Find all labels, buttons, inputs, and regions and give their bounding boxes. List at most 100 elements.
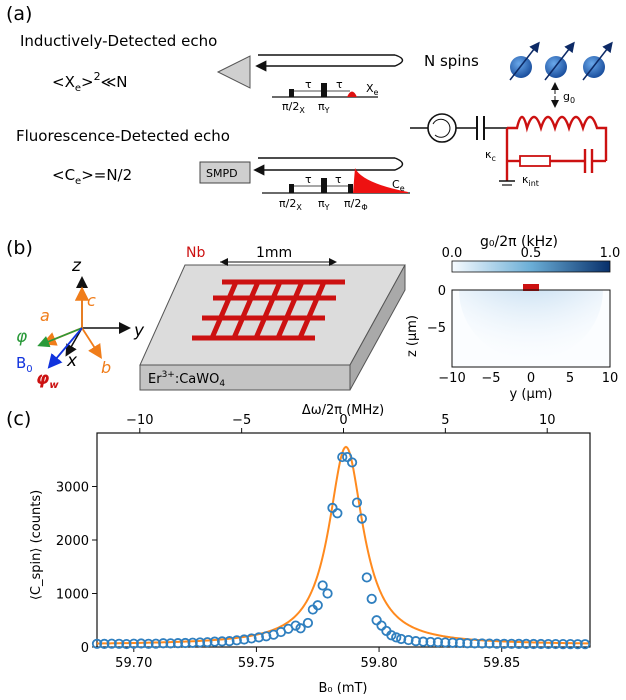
map-ytick-1: −5 [427, 321, 446, 336]
field-distribution [459, 290, 603, 360]
data-point [565, 639, 576, 650]
top-x-tick-label: 10 [539, 413, 556, 428]
data-point [317, 580, 328, 591]
echo-ce-label: Ce [392, 178, 405, 193]
data-point [513, 638, 524, 649]
top-x-tick-label: −10 [126, 413, 153, 428]
coordinate-axes: z y x c a b φ B0 φw [16, 256, 145, 391]
data-point [172, 638, 184, 649]
data-point [356, 513, 367, 524]
data-point [246, 633, 257, 644]
data-point [418, 636, 429, 647]
data-point [312, 600, 323, 611]
inductive-formula: <Xe>2≪N [52, 70, 128, 94]
y-tick-label: 3000 [56, 481, 89, 496]
pulse-pi2x-2 [289, 184, 294, 193]
data-point [158, 638, 169, 649]
pulse-pi2x-1 [289, 89, 294, 97]
data-point [332, 508, 343, 519]
smpd-label: SMPD [206, 167, 238, 180]
tau-label-1b: τ [336, 78, 343, 91]
tau-label-2b: τ [335, 173, 342, 186]
data-point [484, 638, 495, 649]
map-xtick-2: 0 [527, 371, 535, 386]
kappa-int-label: κint [522, 173, 539, 188]
photon-return-arrow [253, 157, 404, 176]
data-point [491, 638, 502, 649]
pulse-piy-1 [321, 83, 327, 97]
data-point [253, 632, 264, 643]
signal-return-arrow [255, 54, 404, 72]
data-point [371, 615, 382, 626]
spin-ensemble [509, 41, 613, 81]
echo-xe-shape [347, 91, 357, 97]
data-point [202, 637, 213, 648]
map-ytick-0: 0 [438, 284, 446, 299]
colorbar-tick-1: 0.5 [521, 246, 542, 261]
b0-label: B0 [16, 354, 33, 375]
tau-label-1a: τ [305, 78, 312, 91]
map-xtick-1: −5 [481, 371, 500, 386]
g0-label: g0 [563, 90, 575, 105]
data-point [165, 638, 176, 649]
data-point [447, 637, 458, 648]
data-point [346, 457, 358, 468]
data-point [535, 638, 547, 650]
b-axis-arrow [81, 327, 102, 360]
inductive-echo-title: Inductively-Detected echo [20, 32, 217, 50]
y-tick-label: 2000 [56, 534, 89, 549]
data-point [216, 636, 228, 647]
data-point [113, 638, 125, 649]
a-axis-label: a [40, 306, 50, 325]
top-x-tick-label: 0 [339, 413, 347, 428]
smpd-box [199, 161, 251, 184]
resonance-chart: Δω/2π (MHz) B₀ (mT) ⟨C_spin⟩ (counts) 59… [29, 403, 591, 696]
x-axis-label: x [66, 351, 78, 371]
data-point [499, 638, 510, 649]
x-tick-label: 59.80 [360, 656, 397, 671]
chart-frame [96, 432, 591, 648]
spin-arrow-3-icon [582, 41, 613, 81]
data-point [150, 638, 161, 649]
data-point [425, 636, 436, 648]
resonator-circuit: κc κint [410, 113, 608, 188]
data-point [143, 638, 154, 649]
nb-label: Nb [186, 245, 205, 261]
data-point [295, 623, 306, 634]
b0-arrow [47, 327, 83, 369]
data-point [91, 638, 103, 649]
inductor-coil-icon [507, 115, 608, 161]
data-point [476, 638, 488, 649]
chart-ylabel: ⟨C_spin⟩ (counts) [29, 490, 44, 600]
colorbar-tick-0: 0.0 [442, 246, 463, 261]
data-point [432, 637, 444, 648]
data-point [391, 632, 402, 643]
pulse-label-piy-2: πY [318, 197, 330, 212]
data-point [403, 634, 414, 646]
pulse-label-piy-1: πY [318, 100, 330, 115]
circulator-icon [427, 113, 457, 143]
chart-top-xlabel: Δω/2π (MHz) [302, 403, 384, 418]
data-point [180, 637, 191, 649]
scale-label: 1mm [256, 245, 292, 261]
panel-label-b: (b) [6, 237, 33, 259]
map-xlabel: y (μm) [510, 387, 553, 402]
data-point [386, 630, 397, 641]
data-point [506, 638, 517, 649]
data-point [469, 638, 480, 649]
tau-label-2a: τ [305, 173, 312, 186]
data-point [302, 617, 314, 629]
data-point [366, 593, 377, 604]
data-point [106, 638, 117, 649]
data-point [396, 633, 407, 645]
phi-w-label: φw [36, 369, 59, 391]
data-point [351, 497, 363, 508]
echo-xe-label: Xe [366, 82, 379, 97]
data-point [521, 638, 532, 649]
fluorescence-echo-title: Fluorescence-Detected echo [16, 127, 230, 145]
map-xtick-4: 10 [602, 371, 619, 386]
phi-label: φ [16, 327, 28, 347]
x-tick-label: 59.85 [483, 656, 520, 671]
x-tick-label: 59.75 [238, 656, 275, 671]
sample-chip: 1mm Nb Er3+:CaWO4 [139, 245, 406, 391]
